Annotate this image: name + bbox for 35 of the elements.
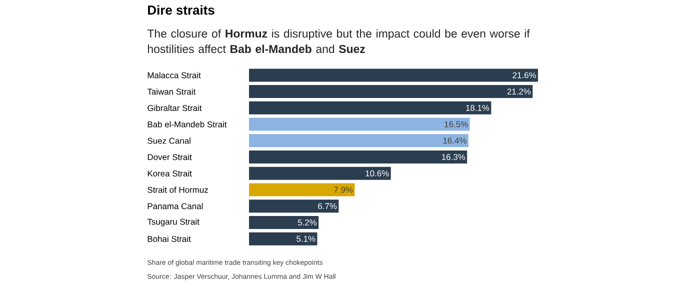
chart-title: Dire straits — [148, 5, 214, 15]
data-label: 16.3% — [442, 154, 466, 160]
bar — [249, 232, 318, 246]
y-tick-label: Panama Canal — [148, 202, 203, 210]
y-tick-label: Taiwan Strait — [147, 88, 196, 95]
bar — [249, 150, 468, 164]
data-label: 10.6% — [366, 170, 389, 176]
y-tick-label: Suez Canal — [148, 138, 190, 144]
bar — [249, 183, 355, 196]
data-label: 21.6% — [512, 72, 536, 78]
y-tick-label: Bohai Strait — [148, 236, 191, 242]
bar — [249, 118, 470, 131]
bar — [249, 216, 319, 229]
text: The closure of Hormuz is disruptive but the impact could be even worse if hostilities affect Bab el-Mandeb and Suez — [147, 29, 530, 54]
y-tick-label: Malacca Strait — [148, 72, 201, 78]
data-label: 21.2% — [507, 88, 531, 95]
bar — [249, 166, 391, 180]
data-label: 7.9% — [334, 186, 353, 193]
y-tick-label: Gibraltar Strait — [148, 104, 202, 112]
data-label: 5.2% — [298, 219, 317, 226]
y-tick-label: Tsugaru Strait — [147, 218, 200, 226]
data-label: 18.1% — [466, 104, 490, 111]
y-tick-label: Dover Strait — [148, 154, 192, 160]
data-label: 16.5% — [444, 121, 468, 128]
bar — [249, 68, 538, 82]
y-tick-label: Korea Strait — [148, 170, 192, 176]
bar — [249, 85, 533, 98]
y-tick-label: Strait of Hormuz — [148, 186, 208, 193]
data-label: 5.1% — [296, 236, 316, 242]
data-label: 16.4% — [443, 138, 466, 144]
y-tick-label: Bab el-Mandeb Strait — [148, 121, 227, 128]
data-label: 6.7% — [318, 203, 337, 210]
bar — [249, 200, 339, 213]
bar — [249, 134, 468, 148]
bar — [249, 101, 492, 114]
